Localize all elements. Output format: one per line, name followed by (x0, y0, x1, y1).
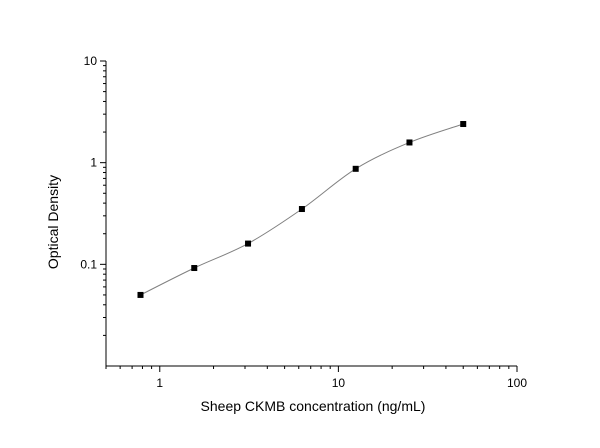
y-tick-label: 1 (90, 156, 97, 170)
data-point (460, 121, 467, 128)
data-point (352, 165, 359, 172)
data-point (137, 291, 144, 298)
data-points (137, 121, 467, 298)
x-tick-label: 1 (156, 376, 163, 390)
x-tick-label: 10 (332, 376, 346, 390)
data-point (245, 240, 252, 247)
data-point (298, 206, 305, 213)
y-axis-label: Optical Density (45, 175, 61, 269)
y-tick-label: 10 (84, 54, 98, 68)
axes (100, 60, 518, 372)
x-tick-label: 100 (507, 376, 527, 390)
data-point (191, 265, 198, 272)
tick-labels: 1 10 100 0.1 1 10 (80, 54, 527, 390)
y-tick-label: 0.1 (80, 257, 97, 271)
x-axis-label: Sheep CKMB concentration (ng/mL) (201, 398, 426, 414)
data-point (406, 139, 413, 146)
